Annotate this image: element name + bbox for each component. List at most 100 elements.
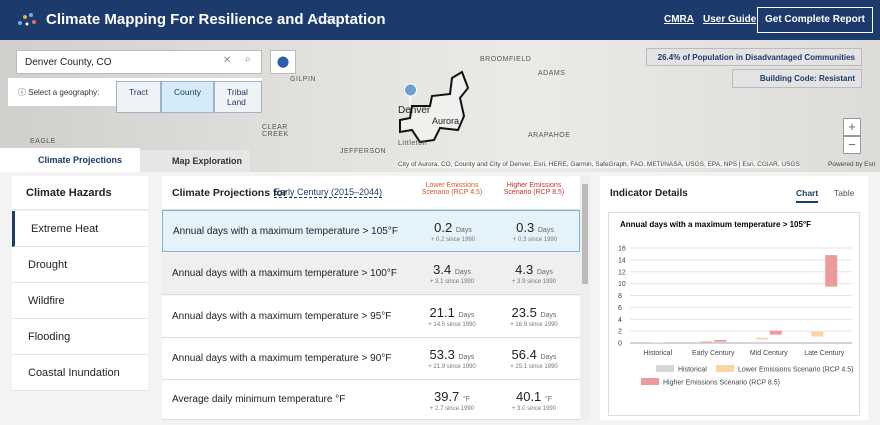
- county-outline: [399, 70, 470, 144]
- column-header: Lower Emissions Scenario (RCP 4.5): [421, 182, 483, 196]
- legend-swatch: [656, 365, 674, 372]
- search-icon[interactable]: ⌕: [245, 54, 251, 65]
- indicator-name: Average daily minimum temperature °F: [172, 394, 346, 405]
- hazard-item[interactable]: Coastal Inundation: [12, 355, 148, 391]
- report-button[interactable]: Get Complete Report: [757, 7, 873, 33]
- map-label: ARAPAHOE: [528, 132, 571, 139]
- unit: Days: [458, 312, 475, 319]
- unit: Days: [455, 227, 472, 234]
- map-label: ADAMS: [538, 70, 566, 77]
- map-label: CLEAR CREEK: [262, 124, 289, 138]
- unit: Days: [537, 227, 554, 234]
- geography-option[interactable]: Tract: [116, 81, 162, 113]
- indicator-row[interactable]: Annual days with a maximum temperature >…: [162, 338, 580, 380]
- period-select[interactable]: Early Century (2015–2044): [274, 187, 383, 198]
- chart-card: [608, 212, 860, 416]
- range-bar: [825, 255, 838, 287]
- projection-value: 0.2 Days: [413, 220, 493, 235]
- scroll-thumb[interactable]: [582, 184, 588, 284]
- map-label: JEFFERSON: [340, 148, 387, 155]
- value: 0.3: [516, 220, 535, 235]
- unit: Days: [540, 354, 557, 361]
- nav-link[interactable]: CMRA: [664, 14, 694, 25]
- details-tab-active[interactable]: Chart: [796, 188, 819, 203]
- map-label: Littleton: [398, 140, 428, 147]
- y-tick-label: 4: [618, 317, 622, 324]
- geography-option[interactable]: Tribal Land: [213, 81, 262, 113]
- app-title: Climate Mapping For Resilience and Adapt…: [46, 11, 386, 28]
- range-bar: [755, 337, 768, 340]
- badge[interactable]: Building Code: Resistant: [732, 69, 862, 88]
- details-tab[interactable]: Table: [834, 188, 855, 198]
- unit: Days: [540, 312, 557, 319]
- locate-button[interactable]: ⬤: [270, 50, 296, 74]
- map-label: BROOMFIELD: [480, 56, 532, 63]
- projection-value: 56.4 Days: [494, 347, 574, 362]
- projection-value: 53.3 Days: [412, 347, 492, 362]
- y-tick-label: 0: [618, 341, 622, 348]
- search-text: Denver County, CO: [25, 57, 112, 68]
- version: v1.0.4: [314, 15, 336, 24]
- x-tick-label: Early Century: [692, 350, 735, 357]
- scrollbar[interactable]: [580, 176, 590, 420]
- indicator-name: Annual days with a maximum temperature >…: [172, 268, 397, 279]
- chart: Annual days with a maximum temperature >…: [618, 220, 853, 387]
- geography-option[interactable]: County: [161, 81, 214, 113]
- unit: Days: [536, 269, 553, 276]
- legend-label: Lower Emissions Scenario (RCP 4.5): [738, 367, 853, 374]
- x-tick-label: Late Century: [804, 350, 845, 357]
- x-tick-label: Mid Century: [750, 350, 788, 357]
- change: + 2.7 since 1990: [429, 406, 475, 412]
- change: + 3.9 since 1990: [511, 279, 557, 285]
- hazard-item[interactable]: Extreme Heat: [12, 211, 148, 247]
- value: 39.7: [433, 389, 460, 404]
- indicator-name: Annual days with a maximum temperature >…: [173, 225, 398, 237]
- tab[interactable]: Map Exploration: [140, 150, 250, 172]
- indicator-row[interactable]: Average daily minimum temperature °F 39.7…: [162, 380, 580, 420]
- geography-options: Tract County Tribal Land: [116, 81, 262, 113]
- change: + 3.1 since 1990: [429, 279, 475, 285]
- change: + 0.3 since 1990: [512, 237, 558, 243]
- value: 4.3: [515, 262, 534, 277]
- x-tick-label: Historical: [643, 350, 672, 357]
- y-tick-label: 14: [618, 257, 626, 264]
- search-box[interactable]: Denver County, CO ✕ ⌕: [16, 50, 262, 74]
- change: + 3.0 since 1990: [511, 406, 557, 412]
- hazard-item[interactable]: Wildfire: [12, 283, 148, 319]
- clear-icon[interactable]: ✕: [223, 55, 232, 66]
- y-tick-label: 6: [618, 305, 622, 312]
- projection-value: 23.5 Days: [494, 305, 574, 320]
- prompt-text: Select a geography:: [28, 88, 100, 97]
- hazards-title: Climate Hazards: [12, 176, 148, 210]
- unit: Days: [454, 269, 471, 276]
- y-tick-label: 2: [618, 329, 622, 336]
- geography-prompt: ⓘ Select a geography:: [18, 88, 100, 97]
- column-header: Higher Emissions Scenario (RCP 8.5): [503, 182, 565, 196]
- y-tick-label: 12: [618, 269, 626, 276]
- details-title: Indicator Details: [610, 188, 688, 199]
- zoom-out[interactable]: −: [843, 136, 861, 154]
- range-bar: [651, 342, 664, 343]
- change: + 25.1 since 1990: [510, 364, 558, 370]
- value: 23.5: [511, 305, 537, 320]
- map-label: Denver: [398, 105, 431, 116]
- projection-value: 3.4 Days: [412, 262, 492, 277]
- range-bar: [769, 330, 782, 335]
- hazard-item[interactable]: Flooding: [12, 319, 148, 355]
- header: Climate Mapping For Resilience and Adapt…: [0, 0, 880, 40]
- indicator-row[interactable]: Annual days with a maximum temperature >…: [162, 253, 580, 295]
- zoom-in[interactable]: +: [843, 118, 861, 136]
- range-bar: [700, 341, 713, 343]
- nav-link[interactable]: User Guide: [703, 14, 757, 25]
- projection-value: 21.1 Days: [412, 305, 492, 320]
- indicator-row[interactable]: Annual days with a maximum temperature >…: [162, 210, 580, 252]
- attribution: City of Aurora, CO, County and City of D…: [398, 161, 800, 168]
- indicator-row[interactable]: Annual days with a maximum temperature >…: [162, 296, 580, 338]
- legend-label: Higher Emissions Scenario (RCP 8.5): [663, 380, 780, 387]
- hazard-item[interactable]: Drought: [12, 247, 148, 283]
- tab-active[interactable]: Climate Projections: [0, 148, 140, 172]
- badge[interactable]: 26.4% of Population in Disadvantaged Com…: [646, 48, 862, 66]
- indicator-name: Annual days with a maximum temperature >…: [172, 311, 392, 322]
- legend-label: Historical: [678, 367, 707, 374]
